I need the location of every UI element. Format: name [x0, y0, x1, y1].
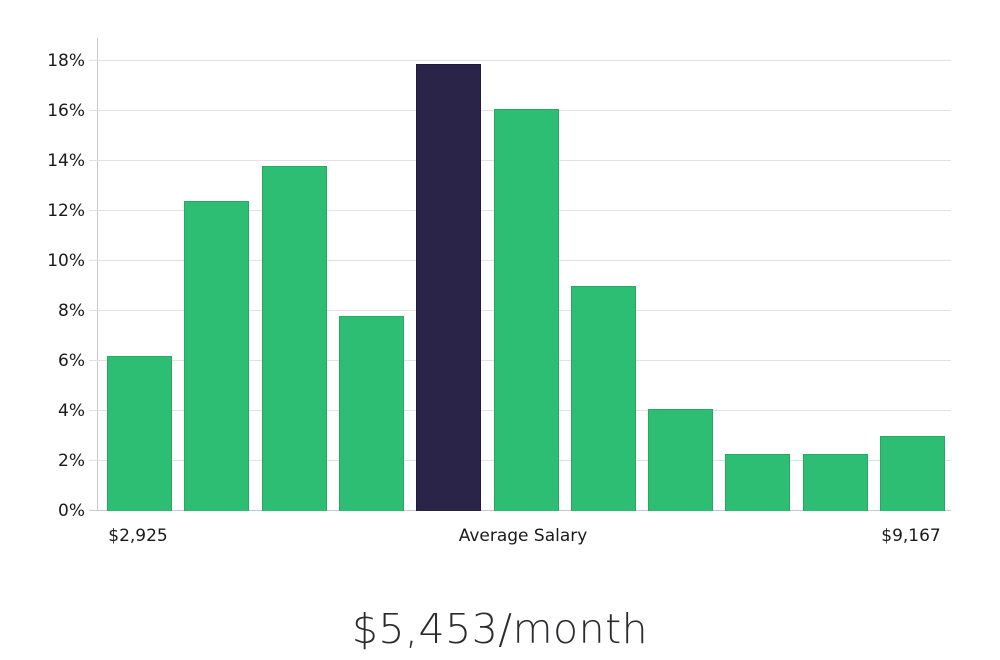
bar: [184, 201, 249, 511]
y-tick-label: 12%: [47, 201, 85, 221]
y-tick-label: 16%: [47, 101, 85, 121]
y-tick-label: 14%: [47, 151, 85, 171]
bar: [725, 453, 790, 511]
x-axis: $2,925 Average Salary $9,167: [0, 524, 1000, 552]
y-tick-label: 18%: [47, 51, 85, 71]
y-tick-label: 6%: [58, 351, 85, 371]
bar: [339, 316, 404, 511]
y-tick-label: 4%: [58, 401, 85, 421]
average-salary-title: $5,453/month: [351, 605, 649, 653]
bar: [880, 436, 945, 511]
bar: [571, 286, 636, 511]
y-axis: 0% 2% 4% 6% 8% 10% 12% 14% 16% 18%: [0, 0, 85, 660]
bar: [262, 166, 327, 511]
bar: [648, 408, 713, 511]
bar-average-salary-highlighted: [416, 63, 481, 511]
y-tick-label: 8%: [58, 301, 85, 321]
x-tick-average-salary: Average Salary: [458, 526, 588, 546]
bar: [803, 453, 868, 511]
y-tick-label: 2%: [58, 451, 85, 471]
y-tick-label: 0%: [58, 501, 85, 521]
plot-area: [89, 38, 951, 511]
gridline: [89, 60, 951, 61]
x-tick-max-salary: $9,167: [881, 526, 941, 546]
y-tick-label: 10%: [47, 251, 85, 271]
x-tick-min-salary: $2,925: [108, 526, 168, 546]
bar: [107, 356, 172, 511]
bar: [494, 108, 559, 511]
